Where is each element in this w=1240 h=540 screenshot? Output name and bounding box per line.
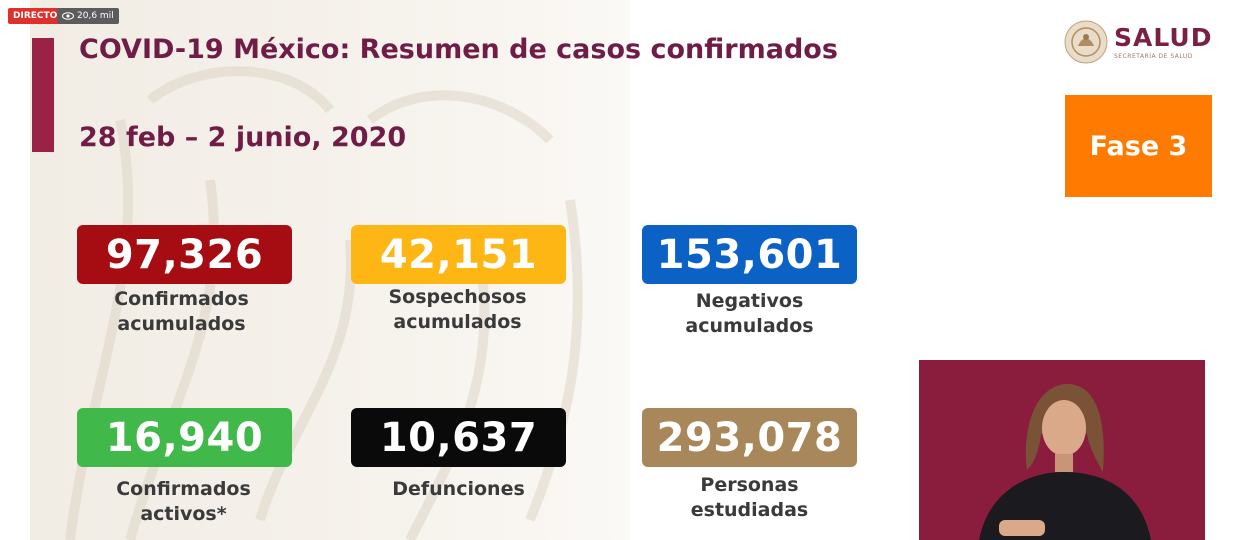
salud-logo: SALUD SECRETARÍA DE SALUD	[1064, 20, 1212, 64]
sign-language-interpreter-video	[919, 360, 1205, 540]
stat-label-confirmed: Confirmados acumulados	[74, 287, 289, 337]
stat-label-line: Negativos	[695, 290, 804, 312]
stat-label-line: acumulados	[117, 313, 246, 335]
stat-box-confirmed: 97,326	[77, 225, 292, 284]
stat-box-studied: 293,078	[642, 408, 857, 467]
viewer-count: 20,6 mil	[57, 8, 119, 24]
logo-subtitle: SECRETARÍA DE SALUD	[1114, 52, 1193, 60]
page-title: COVID-19 México: Resumen de casos confir…	[79, 34, 838, 65]
stat-label-line: Sospechosos	[388, 286, 527, 308]
stat-label-line: Personas	[700, 474, 799, 496]
date-range: 28 feb – 2 junio, 2020	[79, 122, 407, 153]
stat-label-line: estudiadas	[690, 499, 809, 521]
eye-icon	[62, 12, 74, 20]
phase-badge: Fase 3	[1065, 95, 1212, 197]
logo-name: SALUD	[1114, 22, 1213, 52]
stat-label-deaths: Defunciones	[351, 477, 566, 502]
stat-label-line: acumulados	[393, 311, 522, 333]
viewer-count-value: 20,6 mil	[77, 11, 114, 21]
stat-label-suspected: Sospechosos acumulados	[350, 285, 565, 335]
title-accent-bar	[32, 38, 54, 152]
stat-box-active: 16,940	[77, 408, 292, 467]
stat-label-negative: Negativos acumulados	[642, 289, 857, 339]
eagle-seal-icon	[1064, 20, 1108, 64]
interpreter-figure	[919, 360, 1205, 540]
stat-box-negative: 153,601	[642, 225, 857, 284]
live-badge: DIRECTO	[8, 8, 63, 24]
stat-box-suspected: 42,151	[351, 225, 566, 284]
stat-label-line: Confirmados	[114, 288, 249, 310]
stat-label-line: Defunciones	[392, 478, 525, 500]
stat-label-studied: Personas estudiadas	[642, 473, 857, 523]
stat-label-line: Confirmados	[116, 478, 251, 500]
stat-label-line: activos*	[140, 503, 227, 525]
stat-box-deaths: 10,637	[351, 408, 566, 467]
stat-label-active: Confirmados activos*	[76, 477, 291, 527]
stat-label-line: acumulados	[685, 315, 814, 337]
